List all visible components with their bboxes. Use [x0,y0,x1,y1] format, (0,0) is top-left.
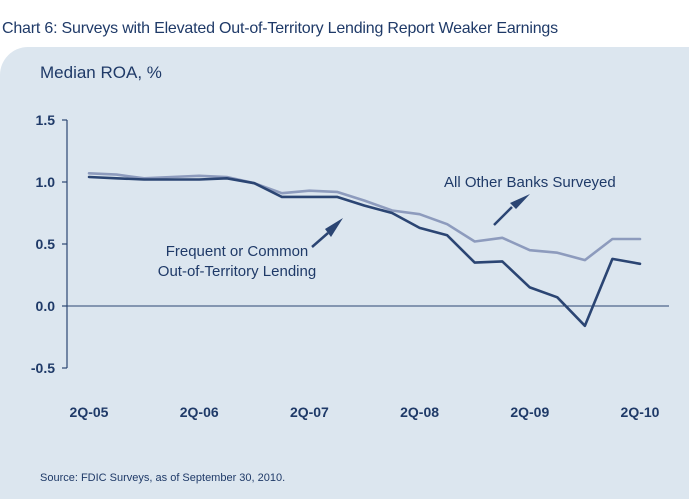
x-tick-label: 2Q-07 [290,404,329,420]
x-ticks: 2Q-05 2Q-06 2Q-07 2Q-08 2Q-09 2Q-10 [70,404,660,420]
x-tick-label: 2Q-09 [510,404,549,420]
series-lines [87,172,642,328]
chart-title: Chart 6: Surveys with Elevated Out-of-Te… [2,20,558,37]
y-tick-label: 0.0 [36,298,56,314]
axes [66,120,669,368]
chart-panel [0,47,689,499]
annotations: All Other Banks Surveyed Frequent or Com… [158,174,616,280]
y-tick-label: 1.5 [36,112,56,128]
x-tick-label: 2Q-08 [400,404,439,420]
x-tick-label: 2Q-05 [70,404,109,420]
annotation-frequent-line-1: Frequent or Common [166,243,309,260]
arrow-frequent-shaft [311,232,329,248]
y-axis-label: Median ROA, % [40,63,162,82]
arrow-frequent [325,218,343,237]
series-line-all-other-banks [87,172,642,262]
y-tick-label: 0.5 [36,236,56,252]
y-ticks: -0.5 0.0 0.5 1.0 1.5 [31,112,67,376]
arrow-all-other-banks [510,194,530,209]
x-tick-label: 2Q-06 [180,404,219,420]
x-tick-label: 2Q-10 [621,404,660,420]
series-line-frequent-out-of-territory [87,175,642,328]
annotation-frequent-line-2: Out-of-Territory Lending [158,263,316,280]
source-note: Source: FDIC Surveys, as of September 30… [40,472,286,484]
arrow-all-other-banks-shaft [493,206,513,226]
annotation-all-other-banks: All Other Banks Surveyed [444,174,616,191]
y-tick-label: 1.0 [36,174,56,190]
y-tick-label: -0.5 [31,360,55,376]
